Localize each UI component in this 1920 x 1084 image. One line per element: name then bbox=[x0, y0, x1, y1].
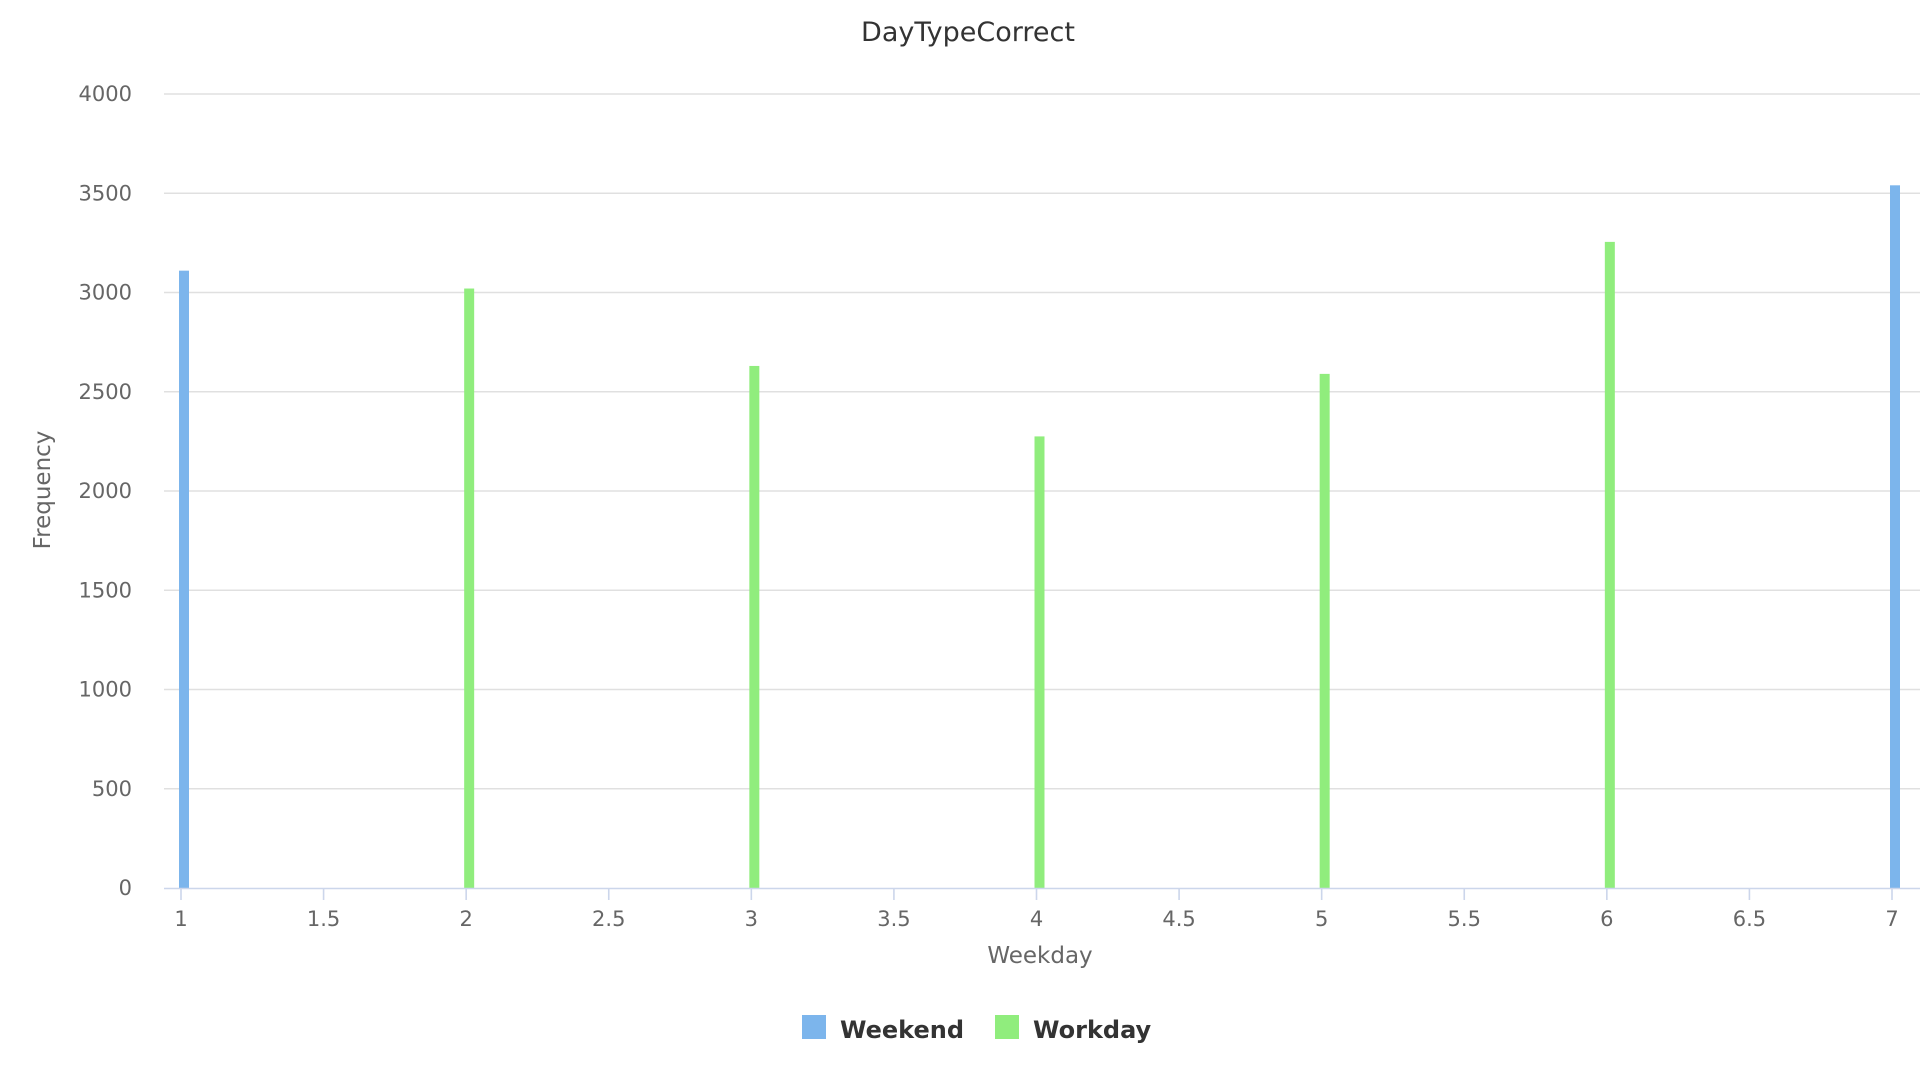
x-tick-label: 3.5 bbox=[877, 907, 910, 931]
bar-workday-4[interactable] bbox=[1034, 436, 1045, 888]
y-tick-label: 2500 bbox=[79, 380, 132, 404]
y-tick-label: 4000 bbox=[79, 82, 132, 106]
chart-title: DayTypeCorrect bbox=[861, 17, 1075, 48]
x-tick-label: 1 bbox=[174, 907, 187, 931]
x-tick-label: 2.5 bbox=[592, 907, 625, 931]
y-axis-tick-labels: 0 500 1000 1500 2000 2500 3000 3500 4000 bbox=[79, 82, 132, 900]
x-tick-label: 5 bbox=[1315, 907, 1328, 931]
y-axis-title: Frequency bbox=[30, 431, 56, 550]
bar-weekend-1[interactable] bbox=[179, 270, 189, 888]
bar-weekend-7[interactable] bbox=[1890, 185, 1900, 888]
bar-workday-2[interactable] bbox=[464, 288, 475, 888]
x-tick-label: 4 bbox=[1030, 907, 1043, 931]
x-tick-label: 6.5 bbox=[1733, 907, 1766, 931]
bar-workday-6[interactable] bbox=[1604, 241, 1615, 888]
legend-item-weekend[interactable]: Weekend bbox=[802, 1015, 964, 1044]
legend-swatch bbox=[995, 1015, 1019, 1039]
x-tick-label: 3 bbox=[745, 907, 758, 931]
x-tick-label: 7 bbox=[1885, 907, 1898, 931]
x-tick-label: 1.5 bbox=[307, 907, 340, 931]
bar-workday-5[interactable] bbox=[1319, 373, 1330, 888]
y-tick-label: 1000 bbox=[79, 678, 132, 702]
legend-item-workday[interactable]: Workday bbox=[995, 1015, 1152, 1044]
x-axis bbox=[164, 887, 1920, 900]
x-tick-label: 6 bbox=[1600, 907, 1613, 931]
y-tick-label: 1500 bbox=[79, 578, 132, 602]
bars bbox=[179, 185, 1900, 888]
x-tick-label: 5.5 bbox=[1448, 907, 1481, 931]
y-tick-label: 500 bbox=[92, 777, 132, 801]
x-axis-tick-labels: 1 1.5 2 2.5 3 3.5 4 4.5 5 5.5 6 6.5 7 bbox=[174, 907, 1898, 931]
bar-workday-3[interactable] bbox=[749, 365, 760, 888]
legend-swatch bbox=[802, 1015, 826, 1039]
y-tick-label: 3000 bbox=[79, 281, 132, 305]
y-tick-label: 2000 bbox=[79, 479, 132, 503]
legend-label: Weekend bbox=[840, 1016, 964, 1044]
y-tick-label: 3500 bbox=[79, 181, 132, 205]
y-tick-label: 0 bbox=[119, 876, 132, 900]
x-axis-title: Weekday bbox=[987, 943, 1092, 969]
legend-label: Workday bbox=[1033, 1016, 1152, 1044]
x-tick-label: 2 bbox=[459, 907, 472, 931]
x-tick-label: 4.5 bbox=[1162, 907, 1195, 931]
legend: Weekend Workday bbox=[802, 1015, 1152, 1044]
